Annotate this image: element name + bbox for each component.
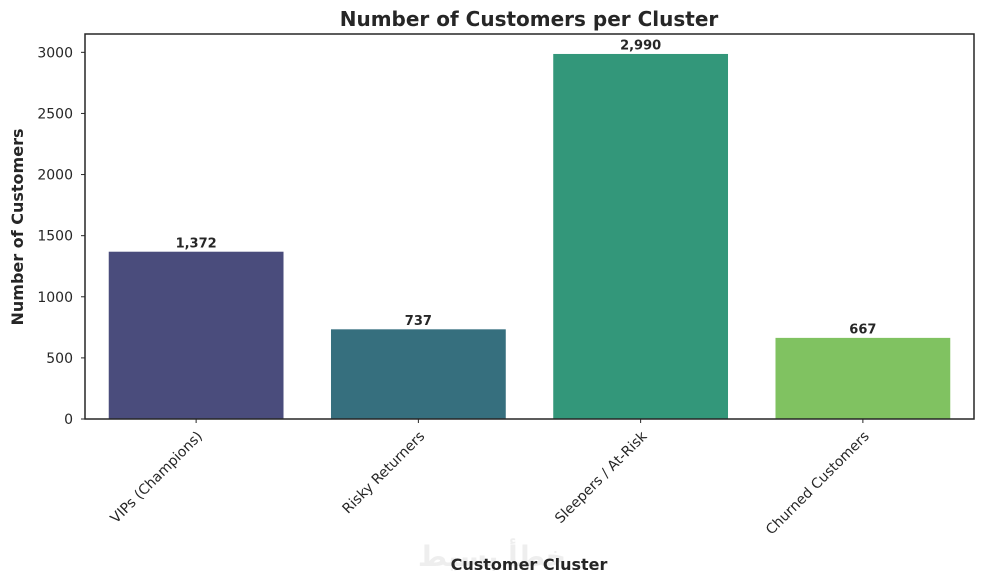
y-tick-label: 2000 <box>37 168 73 184</box>
bar-3 <box>774 337 952 420</box>
bar-0 <box>107 250 285 420</box>
y-tick-label: 0 <box>64 412 73 428</box>
y-tick-label: 500 <box>46 351 73 367</box>
y-tick-label: 1500 <box>37 229 73 245</box>
watermark-text: خطأ بسيط <box>418 538 566 573</box>
bar-value-label: 1,372 <box>176 236 217 251</box>
y-tick-label: 2500 <box>37 106 73 122</box>
bar-value-label: 667 <box>849 322 876 337</box>
x-axis-label: Customer Cluster <box>451 555 608 574</box>
x-tick-label: Risky Returners <box>340 429 429 518</box>
x-tick-label: Churned Customers <box>763 429 873 539</box>
x-tick-label: VIPs (Champions) <box>108 429 206 527</box>
bar-value-label: 2,990 <box>620 39 661 54</box>
plot-area: 1,372 737 2,990 667 <box>107 39 952 420</box>
y-tick-label: 3000 <box>37 45 73 61</box>
x-axis: VIPs (Champions) Risky Returners Sleepers … <box>108 419 873 538</box>
y-axis: 0 500 1000 1500 2000 2500 3000 <box>37 45 85 428</box>
bar-2 <box>552 53 729 420</box>
y-tick-label: 1000 <box>37 290 73 306</box>
bar-1 <box>330 328 507 420</box>
bar-value-label: 737 <box>405 314 432 329</box>
plot-frame <box>84 33 975 420</box>
chart-title: Number of Customers per Cluster <box>340 7 719 31</box>
x-tick-label: Sleepers / At-Risk <box>552 428 651 527</box>
y-axis-label: Number of Customers <box>8 129 27 326</box>
